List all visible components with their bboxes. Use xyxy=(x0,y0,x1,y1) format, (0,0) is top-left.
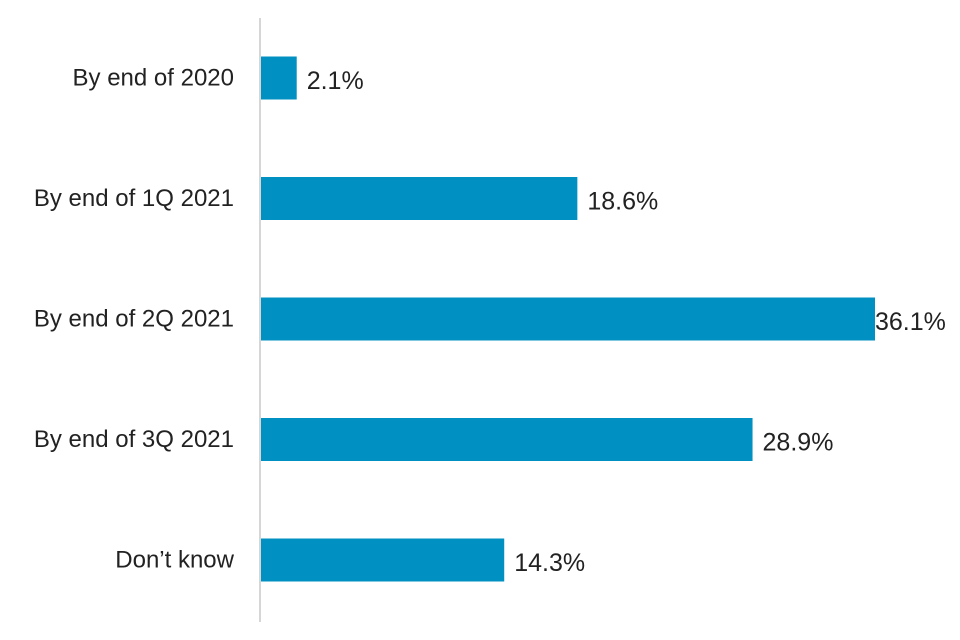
category-label-2: By end of 2Q 2021 xyxy=(34,306,234,333)
category-label-group: By end of 2020 By end of 1Q 2021 By end of… xyxy=(34,65,235,574)
category-label-4: Don’t know xyxy=(115,547,234,574)
bar-1 xyxy=(261,177,578,220)
category-label-3: By end of 3Q 2021 xyxy=(34,426,234,453)
bar-4 xyxy=(261,538,505,582)
bar-group xyxy=(261,56,875,582)
value-label-2: 36.1% xyxy=(875,308,946,336)
value-label-group: 2.1% 18.6% 36.1% 28.9% 14.3% xyxy=(307,67,946,577)
value-label-0: 2.1% xyxy=(307,67,364,95)
value-label-1: 18.6% xyxy=(587,188,658,216)
bar-0 xyxy=(261,56,297,100)
value-label-3: 28.9% xyxy=(763,429,834,457)
value-label-4: 14.3% xyxy=(514,549,585,577)
category-label-1: By end of 1Q 2021 xyxy=(34,185,234,212)
category-label-0: By end of 2020 xyxy=(73,65,234,92)
bar-2 xyxy=(261,297,875,341)
bar-3 xyxy=(261,418,753,461)
